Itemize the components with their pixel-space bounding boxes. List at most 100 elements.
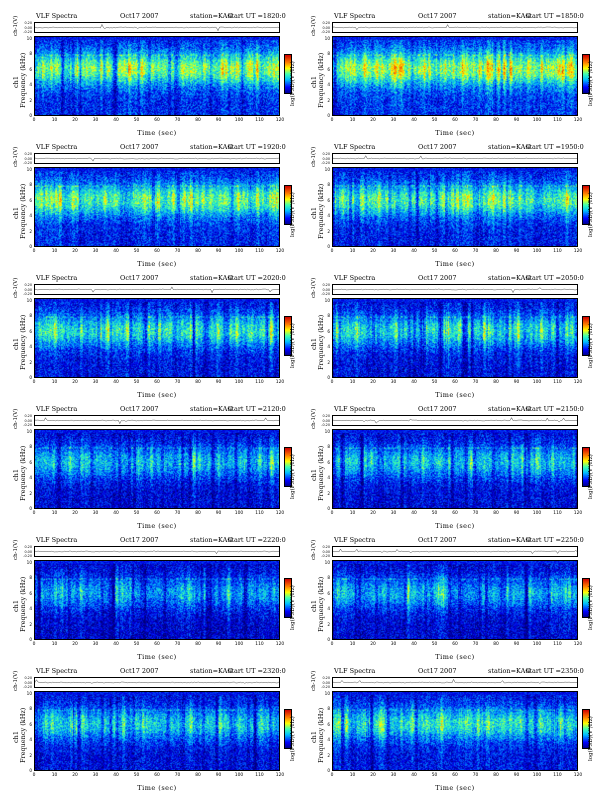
time-tick-label: 30 (390, 642, 397, 647)
time-axis-label: Time (sec) (137, 522, 177, 530)
time-tick-label: 90 (215, 511, 222, 516)
waveform-plot (332, 415, 578, 426)
spectrum-panel: VLF Spectra Oct17 2007 station=KAG start UT… (12, 405, 302, 535)
wave-tick-label: 0.20 (322, 283, 330, 287)
freq-tick-label: 0 (29, 506, 32, 511)
time-tick-label: 60 (452, 642, 458, 647)
spectrogram (332, 298, 578, 378)
wave-tick-label: 0.00 (322, 418, 330, 423)
waveform-plot (332, 546, 578, 557)
frequency-axis-label: Frequency (kHz) (19, 445, 27, 501)
freq-tick-label: 4 (327, 475, 330, 481)
panel-header: VLF Spectra Oct17 2007 station=KAG start UT… (310, 12, 600, 21)
time-tick-label: 100 (532, 118, 542, 123)
freq-tick-label: 8 (29, 182, 32, 188)
time-axis-label: Time (sec) (435, 653, 475, 661)
freq-tick-label: 4 (327, 213, 330, 219)
time-axis-label: Time (sec) (137, 784, 177, 792)
panel-date: Oct17 2007 (120, 274, 159, 282)
freq-tick-label: 0 (327, 375, 330, 380)
time-tick-label: 70 (472, 380, 479, 385)
panel-title: VLF Spectra (334, 536, 376, 544)
time-tick-label: 110 (255, 511, 264, 516)
spectrum-panel: VLF Spectra Oct17 2007 station=KAG start UT… (12, 274, 302, 404)
time-tick-label: 50 (431, 642, 438, 647)
wave-tick-label: 0.00 (322, 680, 330, 685)
wave-tick-label: 0.00 (24, 287, 32, 292)
wave-axis-label: ch-1(V) (311, 277, 317, 298)
time-tick-label: 80 (493, 773, 499, 778)
panel-start-time: start UT =2020:0 (228, 274, 286, 282)
panel-title: VLF Spectra (36, 405, 78, 413)
frequency-axis-label: Frequency (kHz) (19, 576, 27, 632)
panel-station: station=KAG (488, 12, 531, 20)
panel-start-time: start UT =2350:0 (526, 667, 584, 675)
colorbar-label: log(PSD)(V²/Hz) (290, 61, 296, 106)
time-tick-label: 110 (255, 642, 264, 647)
panel-station: station=KAG (488, 143, 531, 151)
freq-tick-label: 0 (327, 244, 330, 249)
freq-tick-label: 0 (29, 637, 32, 642)
spectrum-panel: VLF Spectra Oct17 2007 station=KAG start UT… (310, 536, 600, 666)
time-tick-label: 90 (513, 773, 520, 778)
freq-tick-label: 10 (26, 429, 32, 434)
wave-axis-label: ch-1(V) (311, 408, 317, 429)
freq-tick-label: 6 (327, 459, 330, 465)
time-tick-label: 80 (195, 380, 201, 385)
time-tick-label: 110 (553, 773, 562, 778)
frequency-axis-label: Frequency (kHz) (19, 314, 27, 370)
time-tick-label: 60 (452, 380, 458, 385)
panel-station: station=KAG (488, 274, 531, 282)
time-tick-label: 100 (532, 249, 542, 254)
freq-tick-label: 2 (327, 621, 330, 627)
time-tick-label: 0 (330, 773, 334, 778)
freq-tick-label: 4 (29, 606, 32, 612)
time-tick-label: 0 (330, 380, 334, 385)
time-tick-label: 80 (195, 118, 201, 123)
spectrogram (34, 429, 280, 509)
wave-tick-label: 0.00 (24, 549, 32, 554)
time-tick-label: 10 (349, 773, 356, 778)
spectrogram (332, 429, 578, 509)
time-tick-label: 50 (431, 773, 438, 778)
freq-tick-label: 8 (327, 575, 330, 581)
time-tick-label: 90 (513, 380, 520, 385)
colorbar-label: log(PSD)(V²/Hz) (588, 585, 594, 630)
panel-header: VLF Spectra Oct17 2007 station=KAG start UT… (12, 667, 302, 676)
colorbar-label: log(PSD)(V²/Hz) (290, 192, 296, 237)
channel-label: ch1 (12, 207, 20, 219)
colorbar-label: log(PSD)(V²/Hz) (588, 323, 594, 368)
time-tick-label: 90 (513, 511, 520, 516)
channel-label: ch1 (12, 731, 20, 743)
panel-title: VLF Spectra (36, 536, 78, 544)
panel-title: VLF Spectra (36, 667, 78, 675)
time-tick-label: 10 (349, 380, 356, 385)
colorbar-label: log(PSD)(V²/Hz) (290, 585, 296, 630)
freq-tick-label: 8 (29, 313, 32, 319)
time-tick-label: 0 (32, 118, 36, 123)
spectrogram-image (35, 37, 279, 115)
spectrogram (34, 298, 280, 378)
freq-tick-label: 8 (327, 706, 330, 712)
time-tick-label: 40 (113, 642, 119, 647)
panel-date: Oct17 2007 (120, 12, 159, 20)
time-tick-label: 110 (553, 249, 562, 254)
spectrogram (332, 560, 578, 640)
time-tick-label: 110 (553, 511, 562, 516)
waveform-plot (332, 284, 578, 295)
frequency-axis-label: Frequency (kHz) (317, 445, 325, 501)
panel-station: station=KAG (190, 12, 233, 20)
freq-tick-label: 4 (29, 344, 32, 350)
time-tick-label: 80 (195, 511, 201, 516)
freq-tick-label: 2 (327, 359, 330, 365)
time-tick-label: 80 (195, 773, 201, 778)
time-tick-label: 30 (92, 380, 99, 385)
spectrogram-image (333, 430, 577, 508)
time-tick-label: 10 (349, 118, 356, 123)
freq-tick-label: 10 (26, 298, 32, 303)
time-tick-label: 70 (174, 773, 181, 778)
freq-tick-label: 2 (29, 490, 32, 496)
time-tick-label: 90 (215, 642, 222, 647)
panel-start-time: start UT =1820:0 (228, 12, 286, 20)
panel-date: Oct17 2007 (120, 143, 159, 151)
